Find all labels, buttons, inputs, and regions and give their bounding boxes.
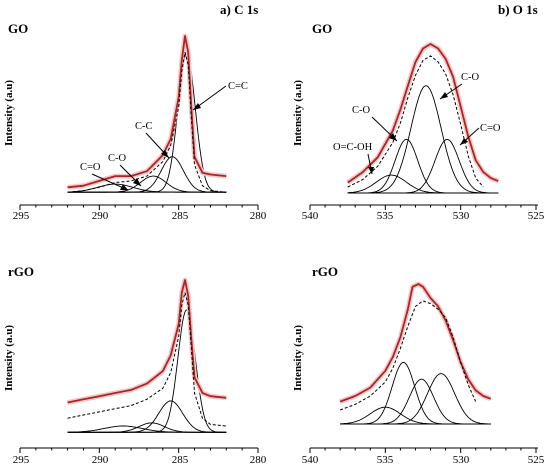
annotation-arrowhead: [161, 150, 169, 158]
annotation-arrowhead: [460, 138, 468, 145]
x-tick-label: 525: [528, 210, 545, 222]
panel-go-c1s: a) C 1s GO Intensity (a.u) 295 290 285 2…: [3, 2, 267, 222]
annotation-arrowhead: [133, 178, 141, 186]
sample-label: rGO: [312, 264, 338, 279]
annotation-arrowhead: [368, 167, 374, 174]
fit-envelope: [339, 300, 477, 411]
y-axis-label: Intensity (a.u): [3, 80, 15, 146]
x-axis-ticks: [19, 448, 259, 453]
annotation-arrowhead: [120, 184, 128, 190]
experimental-spectrum: [339, 283, 492, 403]
x-axis-ticks: [309, 205, 537, 210]
annotation-c-c-double: C=C: [228, 81, 248, 92]
y-axis-label: Intensity (a.u): [292, 325, 304, 391]
x-tick-label: 295: [13, 454, 30, 466]
x-tick-label: 280: [250, 210, 267, 222]
y-axis-label: Intensity (a.u): [3, 325, 15, 391]
x-tick-label: 540: [302, 454, 319, 466]
x-tick-label: 285: [172, 210, 189, 222]
x-tick-label: 540: [302, 210, 319, 222]
panel-go-o1s: b) O 1s GO Intensity (a.u) 540 535 530 5…: [292, 2, 545, 222]
panel-title: a) C 1s: [220, 2, 258, 17]
x-tick-label: 285: [172, 454, 189, 466]
annotation-c-o: C-O: [108, 153, 127, 164]
annotation-c-o-main: C-O: [461, 72, 480, 83]
panel-rgo-c1s: rGO Intensity (a.u) 295 290 285 280: [3, 264, 267, 466]
plot-area: [339, 281, 492, 425]
annotation-c-o-double: C=O: [80, 162, 101, 173]
annotation-arrowhead: [440, 92, 448, 99]
fit-envelope: [347, 55, 484, 188]
annotation-arrowhead: [193, 103, 201, 110]
sample-label: rGO: [8, 264, 34, 279]
annotation-c-o-second: C-O: [352, 105, 371, 116]
sample-label: GO: [8, 21, 28, 36]
experimental-spectrum: [67, 279, 227, 404]
x-tick-label: 535: [377, 210, 394, 222]
x-tick-label: 530: [453, 454, 470, 466]
sample-label: GO: [312, 21, 332, 36]
x-tick-label: 295: [13, 210, 30, 222]
panel-title: b) O 1s: [498, 2, 538, 17]
annotation-c-o-double: C=O: [480, 123, 501, 134]
x-tick-label: 530: [453, 210, 470, 222]
x-axis-ticks: [309, 448, 537, 453]
y-axis-label: Intensity (a.u): [292, 80, 304, 146]
x-tick-label: 525: [528, 454, 545, 466]
x-axis-ticks: [19, 205, 259, 210]
plot-area: [67, 33, 227, 193]
panel-rgo-o1s: rGO Intensity (a.u) 540 535 530 525: [292, 264, 545, 466]
experimental-spectrum: [67, 35, 227, 189]
x-tick-label: 280: [250, 454, 267, 466]
x-tick-label: 290: [92, 454, 109, 466]
fit-envelope: [67, 292, 227, 427]
annotation-carboxyl: O=C-OH: [333, 142, 373, 153]
annotation-c-c: C-C: [135, 121, 153, 132]
plot-area: [67, 277, 227, 433]
x-tick-label: 290: [92, 210, 109, 222]
component-peak: [67, 309, 227, 433]
fit-envelope: [67, 51, 227, 193]
annotation-arrowhead: [389, 133, 397, 141]
x-tick-label: 535: [377, 454, 394, 466]
